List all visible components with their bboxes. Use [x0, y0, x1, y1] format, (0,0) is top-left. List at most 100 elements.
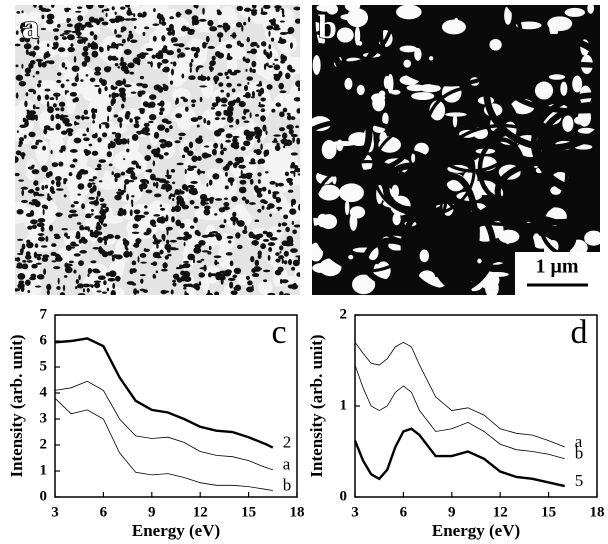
grain [155, 255, 162, 259]
hole [338, 183, 364, 203]
grain [221, 104, 228, 107]
grain [120, 65, 129, 72]
grain [190, 99, 197, 103]
grain [138, 108, 146, 111]
grain [168, 27, 173, 31]
grain [254, 259, 260, 267]
grain [266, 231, 273, 238]
grain [18, 179, 25, 182]
grain [135, 57, 141, 62]
grain [283, 250, 289, 257]
grain [229, 281, 234, 289]
grain [187, 165, 191, 168]
grain [121, 38, 126, 44]
grain [191, 155, 198, 162]
grain [237, 162, 240, 165]
grain [281, 132, 288, 140]
grain [87, 273, 90, 278]
grain [149, 219, 156, 227]
grain [50, 5, 55, 8]
grain [256, 187, 264, 191]
grain [153, 193, 162, 198]
speckle [110, 124, 128, 134]
grain [237, 244, 243, 250]
hole [344, 200, 350, 215]
grain [44, 205, 49, 210]
grain [61, 227, 68, 231]
grain [31, 198, 38, 203]
grain [172, 198, 175, 202]
grain [206, 182, 209, 187]
grain [46, 51, 50, 55]
grain [162, 183, 165, 187]
grain [56, 72, 62, 76]
grain [190, 46, 197, 52]
grain [214, 79, 218, 85]
grain [63, 7, 72, 11]
grain [251, 60, 257, 68]
speckle [197, 14, 209, 31]
grain [178, 132, 186, 137]
panel-label: c [271, 314, 286, 351]
grain [207, 289, 210, 295]
grain [190, 58, 194, 63]
grain [21, 63, 24, 69]
grain [151, 148, 159, 155]
grain [242, 94, 248, 98]
grain [222, 206, 230, 211]
grain [293, 97, 300, 102]
x-tick-label: 12 [493, 504, 508, 520]
grain [189, 62, 193, 68]
grain [228, 277, 236, 282]
grain [25, 49, 29, 55]
grain [130, 91, 137, 94]
grain [163, 180, 170, 184]
grain [278, 82, 285, 90]
hole [577, 127, 596, 134]
grain [74, 23, 79, 30]
grain [242, 229, 248, 235]
grain [225, 44, 233, 49]
grain [34, 243, 39, 248]
grain [19, 37, 26, 43]
grain [297, 255, 300, 262]
grain [37, 236, 45, 242]
grain [227, 177, 235, 184]
grain [177, 196, 184, 204]
grain [41, 14, 45, 20]
grain [211, 102, 217, 108]
grain [94, 215, 102, 220]
grain [148, 101, 156, 108]
grain [153, 214, 161, 217]
grain [23, 43, 32, 50]
grain [59, 34, 65, 37]
grain [182, 260, 190, 263]
grain [92, 176, 98, 180]
grain [51, 179, 55, 185]
grain [93, 270, 101, 274]
grain [15, 172, 20, 177]
grain [164, 174, 173, 178]
grain [160, 186, 168, 190]
grain [244, 225, 247, 231]
grain [46, 43, 50, 47]
grain [220, 89, 225, 93]
grain [45, 172, 51, 179]
grain [224, 185, 229, 190]
grain [186, 292, 189, 295]
grain [230, 34, 237, 37]
grain [214, 129, 222, 137]
grain [222, 24, 231, 31]
grain [99, 17, 104, 20]
grain [31, 164, 35, 168]
grain [137, 90, 143, 98]
grain [65, 79, 70, 82]
grain [146, 144, 152, 150]
grain [241, 25, 244, 32]
grain [18, 280, 25, 284]
grain [243, 129, 251, 137]
grain [96, 190, 101, 197]
grain [71, 65, 80, 72]
grain [56, 188, 64, 191]
grain [130, 176, 138, 180]
